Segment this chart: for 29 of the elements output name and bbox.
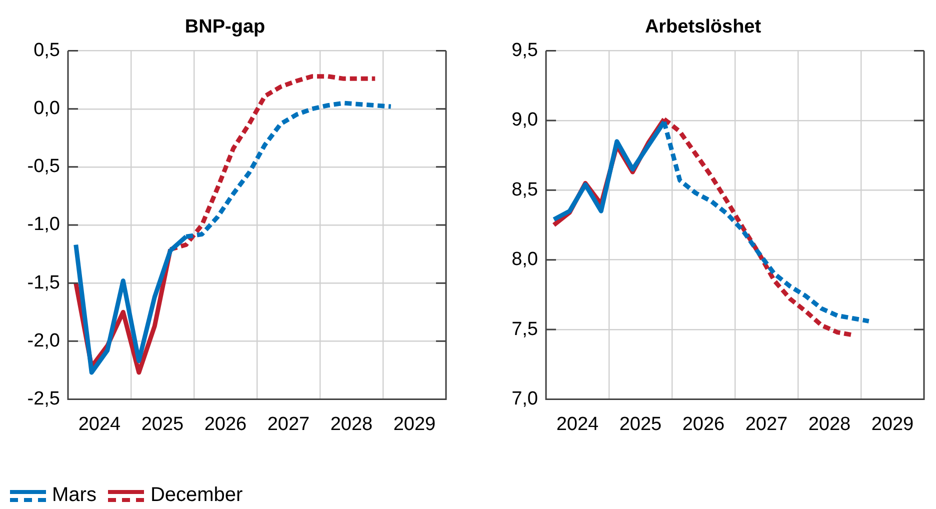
y-tick-label: 0,0	[34, 98, 60, 120]
y-tick-label: 8,0	[512, 249, 538, 270]
x-tick-label: 2027	[745, 414, 788, 435]
y-tick-label: 7,5	[512, 318, 538, 340]
chart-title: Arbetslöshet	[644, 16, 762, 38]
legend-label: Mars	[52, 484, 96, 507]
y-tick-label: 0,5	[34, 40, 60, 62]
x-tick-label: 2026	[682, 414, 725, 435]
y-tick-label: 9,5	[512, 40, 538, 62]
y-tick-label: -2,5	[27, 388, 60, 410]
y-tick-label: 7,0	[512, 388, 538, 410]
x-tick-label: 2029	[393, 414, 436, 435]
x-tick-label: 2029	[871, 414, 914, 435]
x-tick-label: 2025	[141, 414, 184, 435]
y-tick-label: 8,5	[512, 179, 538, 200]
y-tick-label: 9,0	[512, 110, 538, 131]
y-tick-label: -0,5	[27, 156, 60, 178]
x-tick-label: 2027	[267, 414, 310, 435]
x-tick-label: 2025	[619, 414, 662, 435]
y-tick-label: -1,5	[27, 272, 60, 294]
x-tick-label: 2024	[556, 414, 600, 435]
x-tick-label: 2028	[330, 414, 373, 435]
x-tick-label: 2024	[78, 414, 122, 435]
x-tick-label: 2028	[808, 414, 851, 435]
chart-title: BNP-gap	[184, 16, 266, 38]
y-tick-label: -1,0	[27, 214, 60, 236]
y-tick-label: -2,0	[27, 330, 60, 352]
x-tick-label: 2026	[204, 414, 247, 435]
legend-label: December	[150, 484, 243, 507]
